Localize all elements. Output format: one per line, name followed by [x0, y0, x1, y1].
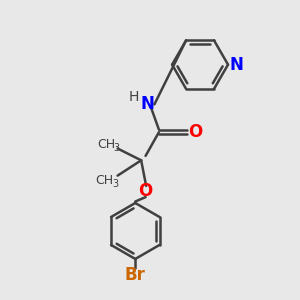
Text: O: O	[188, 123, 203, 141]
Text: 3: 3	[112, 179, 118, 190]
Text: 3: 3	[114, 143, 120, 153]
Text: O: O	[139, 182, 153, 200]
Text: H: H	[129, 90, 139, 104]
Text: N: N	[140, 95, 154, 113]
Text: CH: CH	[97, 138, 115, 151]
Text: CH: CH	[95, 174, 113, 188]
Text: N: N	[229, 56, 243, 74]
Text: Br: Br	[125, 266, 146, 284]
